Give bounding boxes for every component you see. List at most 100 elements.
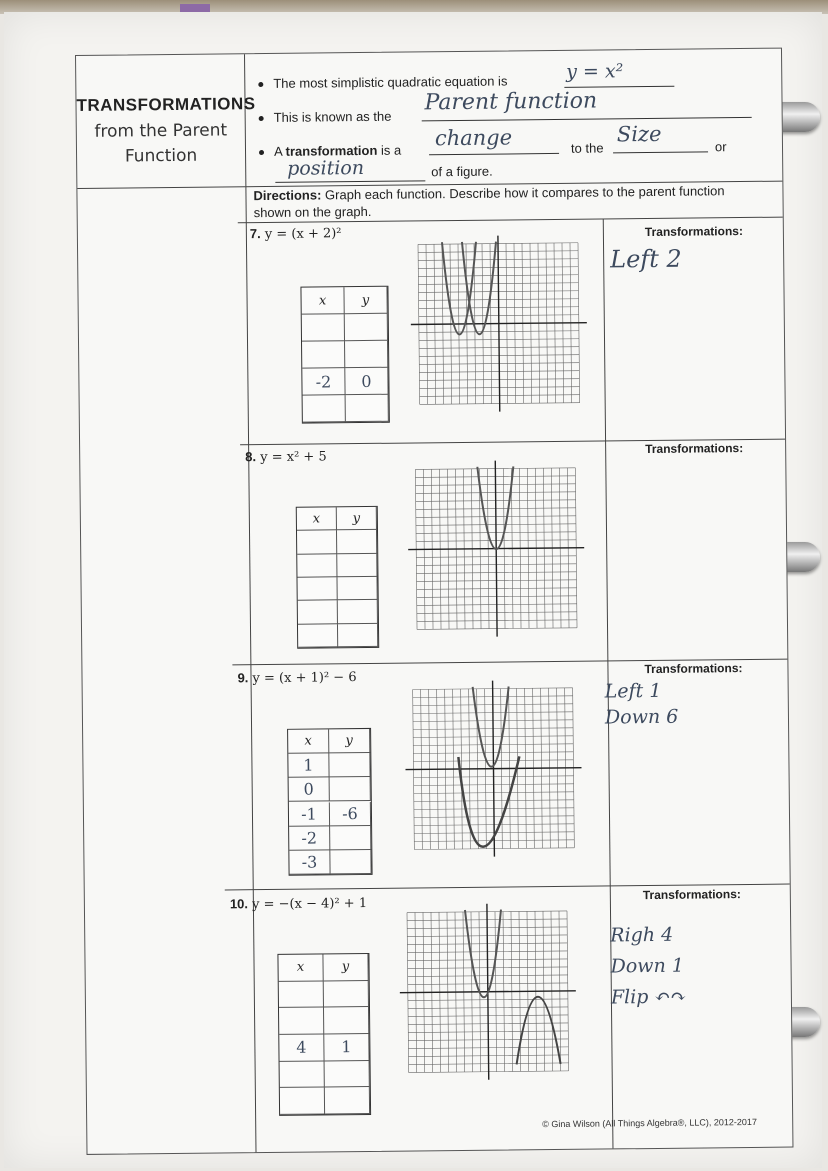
to-the-label: to the (570, 140, 604, 156)
table-header-cell: x (288, 729, 330, 754)
graphed-parabola (457, 756, 521, 848)
graph-problem-7 (410, 235, 587, 412)
answer-line (275, 180, 426, 183)
table-cell (337, 553, 378, 578)
table-cell (337, 600, 378, 624)
table-cell: -6 (329, 801, 372, 827)
table-cell (329, 777, 371, 802)
transformations-label: Transformations: (645, 441, 744, 457)
parent-parabola (476, 466, 515, 551)
table-cell: 1 (324, 1033, 370, 1062)
answer-line (421, 116, 752, 122)
table-cell (337, 576, 378, 601)
page-title: TRANSFORMATIONS (76, 94, 256, 115)
graph-problem-9 (405, 680, 582, 857)
answer-line (613, 151, 709, 154)
y-axis (497, 235, 501, 412)
table-cell (297, 577, 338, 602)
parent-parabola (471, 686, 510, 768)
copyright: © Gina Wilson (All Things Algebra®, LLC)… (542, 1116, 757, 1130)
table-cell: -3 (289, 850, 331, 875)
table-cell (344, 313, 389, 342)
xy-table-problem-9: x y 1 0 -1 -6 -2 -3 (287, 727, 373, 876)
table-header-cell: y (344, 286, 388, 315)
answer-change: change (434, 125, 513, 151)
table-cell (324, 1060, 370, 1088)
title-box: TRANSFORMATIONS from the Parent Function (76, 54, 256, 188)
table-cell (330, 825, 372, 851)
directions: Directions: Graph each function. Describ… (253, 183, 725, 221)
notes-problem-10: Righ 4 Down 1 Flip ↶↷ (610, 923, 687, 1009)
worksheet: TRANSFORMATIONS from the Parent Function… (75, 47, 794, 1155)
transformations-label: Transformations: (644, 661, 743, 677)
of-a-figure-label: of a figure. (431, 163, 493, 180)
table-cell (323, 980, 369, 1008)
y-axis (491, 680, 496, 857)
table-cell (297, 600, 338, 625)
table-cell: 0 (345, 367, 389, 396)
table-cell (329, 753, 371, 778)
table-cell (278, 981, 324, 1009)
table-cell: 1 (288, 753, 330, 779)
table-cell: 0 (288, 777, 330, 803)
bullet-dot (258, 116, 264, 122)
table-cell (323, 1007, 370, 1035)
problem-9-label: 9. y = (x + 1)² − 6 (237, 670, 357, 687)
bullet-dot (259, 150, 265, 156)
table-cell (336, 530, 378, 554)
notes-problem-7: Left 2 (610, 244, 682, 274)
page-subtitle: from the Parent Function (94, 120, 228, 167)
table-cell (302, 341, 346, 369)
answer-simplest-equation: y = x² (566, 60, 624, 83)
table-header-cell: x (278, 954, 324, 982)
problem-10-label: 10. y = −(x − 4)² + 1 (229, 895, 368, 913)
table-cell: -2 (302, 368, 346, 396)
answer-line (564, 85, 675, 88)
answer-line (429, 152, 560, 156)
table-cell (345, 394, 389, 423)
table-cell (296, 530, 338, 555)
answer-size: Size (616, 121, 662, 147)
problem-7-label: 7. y = (x + 2)² (249, 226, 342, 243)
table-cell (330, 849, 372, 875)
graphed-parabola (440, 241, 477, 336)
bullet-parent-function: This is known as the (258, 109, 392, 125)
answer-parent-function: Parent function (424, 88, 598, 116)
parent-parabola (460, 241, 497, 335)
table-cell (278, 1007, 325, 1035)
xy-table-problem-7: x y -2 0 (300, 285, 390, 424)
bullet-dot (258, 82, 264, 88)
table-cell (324, 1087, 371, 1115)
problem-8-label: 8. y = x² + 5 (245, 449, 327, 466)
notes-problem-9: Left 1 Down 6 (604, 679, 679, 729)
table-cell (279, 1061, 325, 1089)
parent-parabola (463, 909, 502, 999)
answer-position: position (287, 156, 365, 180)
table-cell: -1 (288, 801, 331, 827)
table-header-cell: y (336, 506, 377, 531)
table-cell (337, 623, 379, 648)
table-cell (302, 395, 346, 423)
transformations-label: Transformations: (644, 224, 743, 240)
table-cell (345, 340, 389, 369)
table-header-cell: x (301, 287, 345, 315)
table-cell: -2 (289, 826, 331, 851)
graph-problem-10 (399, 903, 576, 1080)
tab-marker (180, 4, 210, 12)
graph-problem-8 (408, 460, 585, 637)
table-header-cell: y (329, 728, 371, 754)
table-cell (301, 314, 346, 342)
transformations-label: Transformations: (642, 887, 741, 903)
bullet-simplest-equation: The most simplistic quadratic equation i… (258, 73, 507, 91)
table-cell (279, 1087, 326, 1115)
table-cell: 4 (279, 1034, 325, 1062)
table-header-cell: y (323, 953, 369, 982)
table-cell (297, 553, 338, 578)
top-strip (0, 0, 828, 14)
graphed-parabola (515, 995, 562, 1065)
table-cell (297, 623, 339, 648)
or-label: or (714, 139, 727, 155)
table-header-cell: x (296, 507, 337, 532)
